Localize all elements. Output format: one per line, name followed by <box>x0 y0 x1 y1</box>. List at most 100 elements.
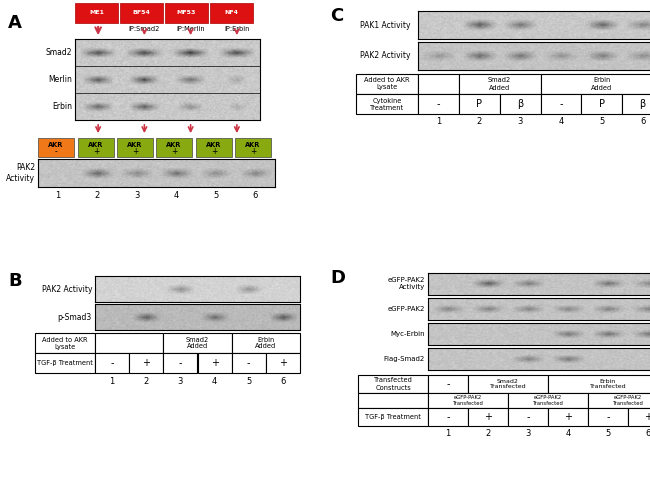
Bar <box>508 408 548 426</box>
Text: +: + <box>211 358 218 368</box>
Text: +: + <box>171 147 177 156</box>
Text: IP:Erbin: IP:Erbin <box>224 26 250 32</box>
Text: -: - <box>111 358 114 368</box>
Bar <box>428 393 508 408</box>
Text: B: B <box>8 272 21 290</box>
Text: 5: 5 <box>605 429 610 438</box>
Text: 4: 4 <box>558 117 564 127</box>
Text: 5: 5 <box>213 191 218 200</box>
Bar <box>198 353 231 373</box>
Text: Added to AKR
Lysate: Added to AKR Lysate <box>42 337 88 349</box>
Text: -: - <box>606 412 610 422</box>
Text: P: P <box>599 99 604 109</box>
Bar <box>358 408 428 426</box>
Text: AKR: AKR <box>48 142 64 148</box>
Text: 1: 1 <box>109 376 114 386</box>
Text: -: - <box>179 358 182 368</box>
Text: Transfected
Constructs: Transfected Constructs <box>374 377 413 391</box>
Text: Smad2
Added: Smad2 Added <box>488 78 512 91</box>
Text: BF54: BF54 <box>133 11 150 16</box>
Bar <box>418 74 459 94</box>
Text: Erbin
Added: Erbin Added <box>591 78 612 91</box>
Text: 6: 6 <box>280 376 285 386</box>
Text: A: A <box>8 14 22 32</box>
Text: Smad2
Transfected: Smad2 Transfected <box>489 379 526 390</box>
Text: 5: 5 <box>246 376 252 386</box>
Bar <box>588 393 650 408</box>
Bar <box>356 74 418 94</box>
Text: 2: 2 <box>144 376 149 386</box>
Bar <box>428 408 468 426</box>
Text: 4: 4 <box>212 376 217 386</box>
Text: Erbin: Erbin <box>52 102 72 111</box>
Bar <box>231 333 300 353</box>
Bar <box>459 74 541 94</box>
Text: Flag-Smad2: Flag-Smad2 <box>384 356 425 362</box>
Text: TGF-β Treatment: TGF-β Treatment <box>37 360 93 366</box>
Text: eGFP-PAK2
Transfected: eGFP-PAK2 Transfected <box>532 395 564 406</box>
Bar <box>35 353 95 373</box>
Text: eGFP-PAK2
Transfected: eGFP-PAK2 Transfected <box>612 395 644 406</box>
Bar <box>78 138 114 157</box>
Text: P: P <box>476 99 482 109</box>
Bar <box>165 3 208 23</box>
Text: 2: 2 <box>476 117 482 127</box>
Text: +: + <box>132 147 138 156</box>
Text: IP:Smad2: IP:Smad2 <box>129 26 160 32</box>
Bar <box>508 393 588 408</box>
Text: p-Smad3: p-Smad3 <box>58 312 92 322</box>
Text: PAK2 Activity: PAK2 Activity <box>42 284 92 293</box>
Text: +: + <box>564 412 572 422</box>
Text: Smad2: Smad2 <box>46 48 72 57</box>
Text: 3: 3 <box>525 429 530 438</box>
Text: -: - <box>526 412 530 422</box>
Text: 6: 6 <box>645 429 650 438</box>
Text: β: β <box>517 99 523 109</box>
Text: D: D <box>330 269 345 287</box>
Bar <box>75 3 118 23</box>
Text: 3: 3 <box>517 117 523 127</box>
Bar <box>468 375 548 393</box>
Bar <box>117 138 153 157</box>
Text: -: - <box>437 99 440 109</box>
Bar <box>418 94 459 114</box>
Text: 1: 1 <box>436 117 441 127</box>
Bar <box>163 353 198 373</box>
Text: AKR: AKR <box>127 142 143 148</box>
Bar <box>548 408 588 426</box>
Text: AKR: AKR <box>88 142 104 148</box>
Bar <box>266 353 300 373</box>
Text: Myc-Erbin: Myc-Erbin <box>391 331 425 337</box>
Text: MF53: MF53 <box>177 11 196 16</box>
Text: +: + <box>142 358 150 368</box>
Text: Added to AKR
Lysate: Added to AKR Lysate <box>364 78 410 91</box>
Text: Smad2
Added: Smad2 Added <box>186 337 209 349</box>
Text: +: + <box>211 147 217 156</box>
Text: -: - <box>55 147 57 156</box>
Text: 2: 2 <box>486 429 491 438</box>
Text: Erbin
Transfected: Erbin Transfected <box>590 379 627 390</box>
Text: -: - <box>247 358 250 368</box>
Bar <box>541 94 581 114</box>
Text: Merlin: Merlin <box>48 75 72 84</box>
Bar <box>468 408 508 426</box>
Text: ME1: ME1 <box>89 11 104 16</box>
Text: 3: 3 <box>177 376 183 386</box>
Bar <box>38 138 74 157</box>
Text: PAK1 Activity: PAK1 Activity <box>359 21 410 30</box>
Text: 6: 6 <box>253 191 258 200</box>
Bar <box>500 94 541 114</box>
Text: AKR: AKR <box>206 142 222 148</box>
Text: 3: 3 <box>134 191 140 200</box>
Bar <box>588 408 628 426</box>
Text: AKR: AKR <box>166 142 182 148</box>
Text: +: + <box>279 358 287 368</box>
Text: 1: 1 <box>55 191 60 200</box>
Text: AKR: AKR <box>245 142 261 148</box>
Text: TGF-β Treatment: TGF-β Treatment <box>365 414 421 420</box>
Text: 1: 1 <box>445 429 450 438</box>
Text: C: C <box>330 7 343 25</box>
Text: +: + <box>250 147 256 156</box>
Bar <box>120 3 163 23</box>
Bar <box>210 3 253 23</box>
